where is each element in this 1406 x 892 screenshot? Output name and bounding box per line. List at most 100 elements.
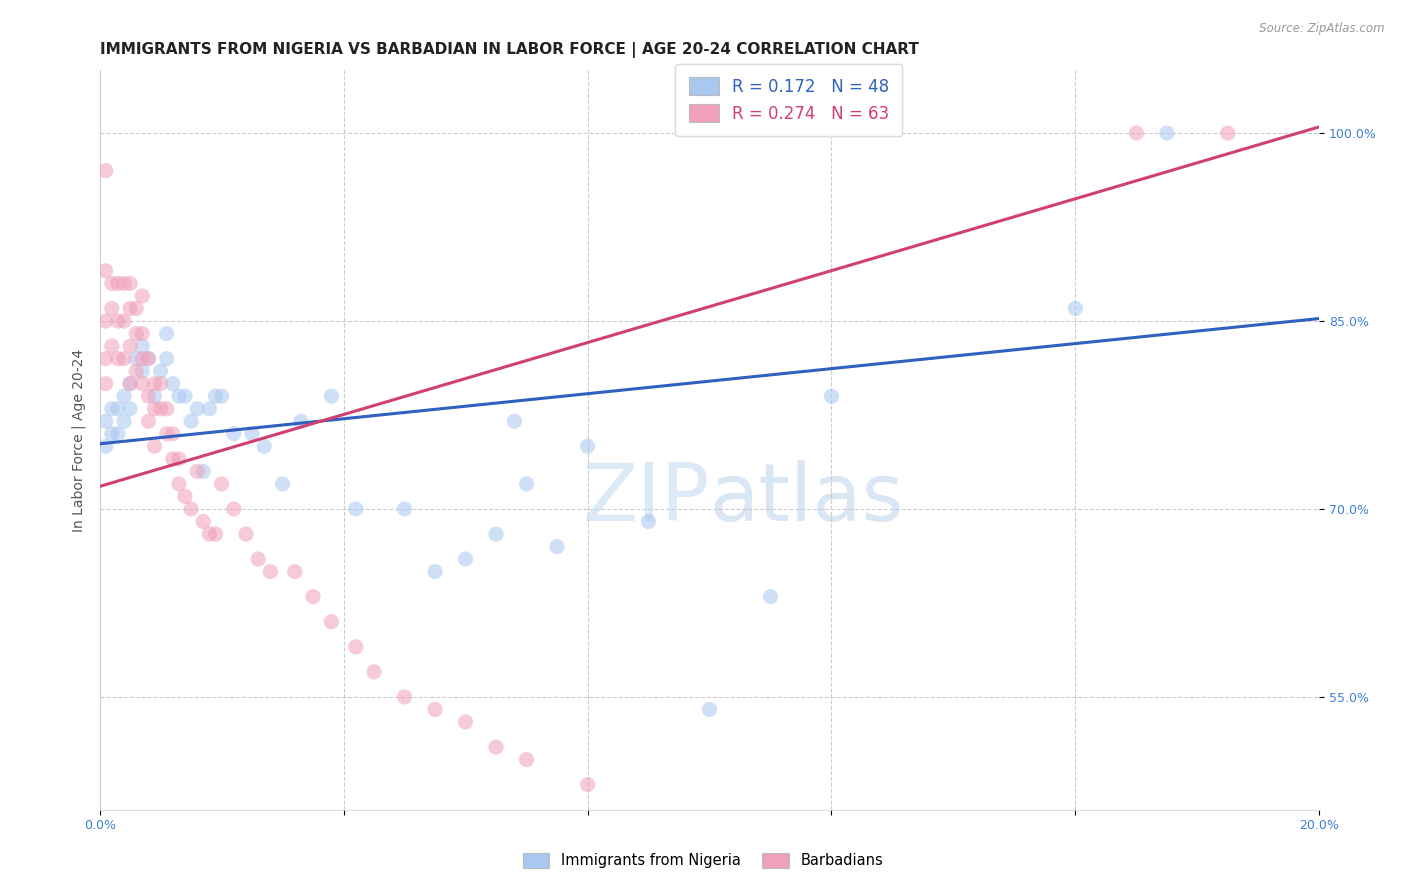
- Point: [120, 301, 142, 316]
- Point: [423, 565, 446, 579]
- Point: [131, 364, 153, 378]
- Point: [94, 163, 117, 178]
- Point: [198, 401, 221, 416]
- Point: [759, 590, 782, 604]
- Point: [193, 464, 215, 478]
- Point: [107, 426, 129, 441]
- Point: [247, 552, 270, 566]
- Point: [240, 426, 263, 441]
- Point: [107, 351, 129, 366]
- Point: [125, 351, 148, 366]
- Point: [344, 502, 367, 516]
- Point: [180, 502, 202, 516]
- Point: [1125, 126, 1147, 140]
- Point: [162, 426, 184, 441]
- Point: [454, 714, 477, 729]
- Point: [107, 314, 129, 328]
- Point: [394, 502, 416, 516]
- Point: [259, 565, 281, 579]
- Point: [101, 426, 124, 441]
- Point: [211, 476, 233, 491]
- Point: [120, 376, 142, 391]
- Point: [131, 339, 153, 353]
- Point: [120, 401, 142, 416]
- Point: [637, 515, 659, 529]
- Point: [546, 540, 568, 554]
- Point: [162, 376, 184, 391]
- Point: [1216, 126, 1239, 140]
- Point: [253, 439, 276, 453]
- Point: [174, 490, 197, 504]
- Point: [101, 401, 124, 416]
- Point: [423, 702, 446, 716]
- Point: [186, 401, 208, 416]
- Point: [101, 301, 124, 316]
- Point: [120, 277, 142, 291]
- Point: [167, 389, 190, 403]
- Point: [94, 264, 117, 278]
- Point: [101, 277, 124, 291]
- Point: [125, 364, 148, 378]
- Point: [143, 376, 166, 391]
- Point: [125, 301, 148, 316]
- Point: [149, 364, 172, 378]
- Point: [149, 376, 172, 391]
- Point: [94, 414, 117, 428]
- Point: [162, 451, 184, 466]
- Point: [394, 690, 416, 704]
- Point: [94, 351, 117, 366]
- Point: [94, 376, 117, 391]
- Point: [112, 351, 135, 366]
- Point: [138, 414, 160, 428]
- Point: [149, 401, 172, 416]
- Point: [112, 314, 135, 328]
- Text: Source: ZipAtlas.com: Source: ZipAtlas.com: [1260, 22, 1385, 36]
- Point: [363, 665, 385, 679]
- Point: [302, 590, 325, 604]
- Point: [94, 439, 117, 453]
- Point: [120, 339, 142, 353]
- Point: [576, 778, 599, 792]
- Text: atlas: atlas: [710, 460, 904, 538]
- Point: [101, 339, 124, 353]
- Point: [321, 615, 343, 629]
- Legend: R = 0.172   N = 48, R = 0.274   N = 63: R = 0.172 N = 48, R = 0.274 N = 63: [675, 64, 903, 136]
- Y-axis label: In Labor Force | Age 20-24: In Labor Force | Age 20-24: [72, 349, 86, 532]
- Point: [131, 376, 153, 391]
- Point: [485, 527, 508, 541]
- Point: [112, 389, 135, 403]
- Point: [222, 426, 245, 441]
- Point: [186, 464, 208, 478]
- Point: [211, 389, 233, 403]
- Point: [138, 389, 160, 403]
- Point: [131, 289, 153, 303]
- Point: [138, 351, 160, 366]
- Point: [271, 476, 294, 491]
- Point: [180, 414, 202, 428]
- Point: [143, 401, 166, 416]
- Point: [485, 739, 508, 754]
- Point: [204, 389, 226, 403]
- Point: [156, 401, 179, 416]
- Point: [143, 439, 166, 453]
- Point: [284, 565, 307, 579]
- Point: [515, 476, 537, 491]
- Point: [125, 326, 148, 341]
- Point: [156, 426, 179, 441]
- Point: [138, 351, 160, 366]
- Point: [131, 351, 153, 366]
- Point: [167, 476, 190, 491]
- Point: [235, 527, 257, 541]
- Point: [107, 401, 129, 416]
- Point: [193, 515, 215, 529]
- Point: [112, 277, 135, 291]
- Point: [290, 414, 312, 428]
- Point: [222, 502, 245, 516]
- Point: [1156, 126, 1178, 140]
- Point: [1064, 301, 1087, 316]
- Point: [321, 389, 343, 403]
- Point: [174, 389, 197, 403]
- Point: [156, 351, 179, 366]
- Point: [820, 389, 842, 403]
- Point: [107, 277, 129, 291]
